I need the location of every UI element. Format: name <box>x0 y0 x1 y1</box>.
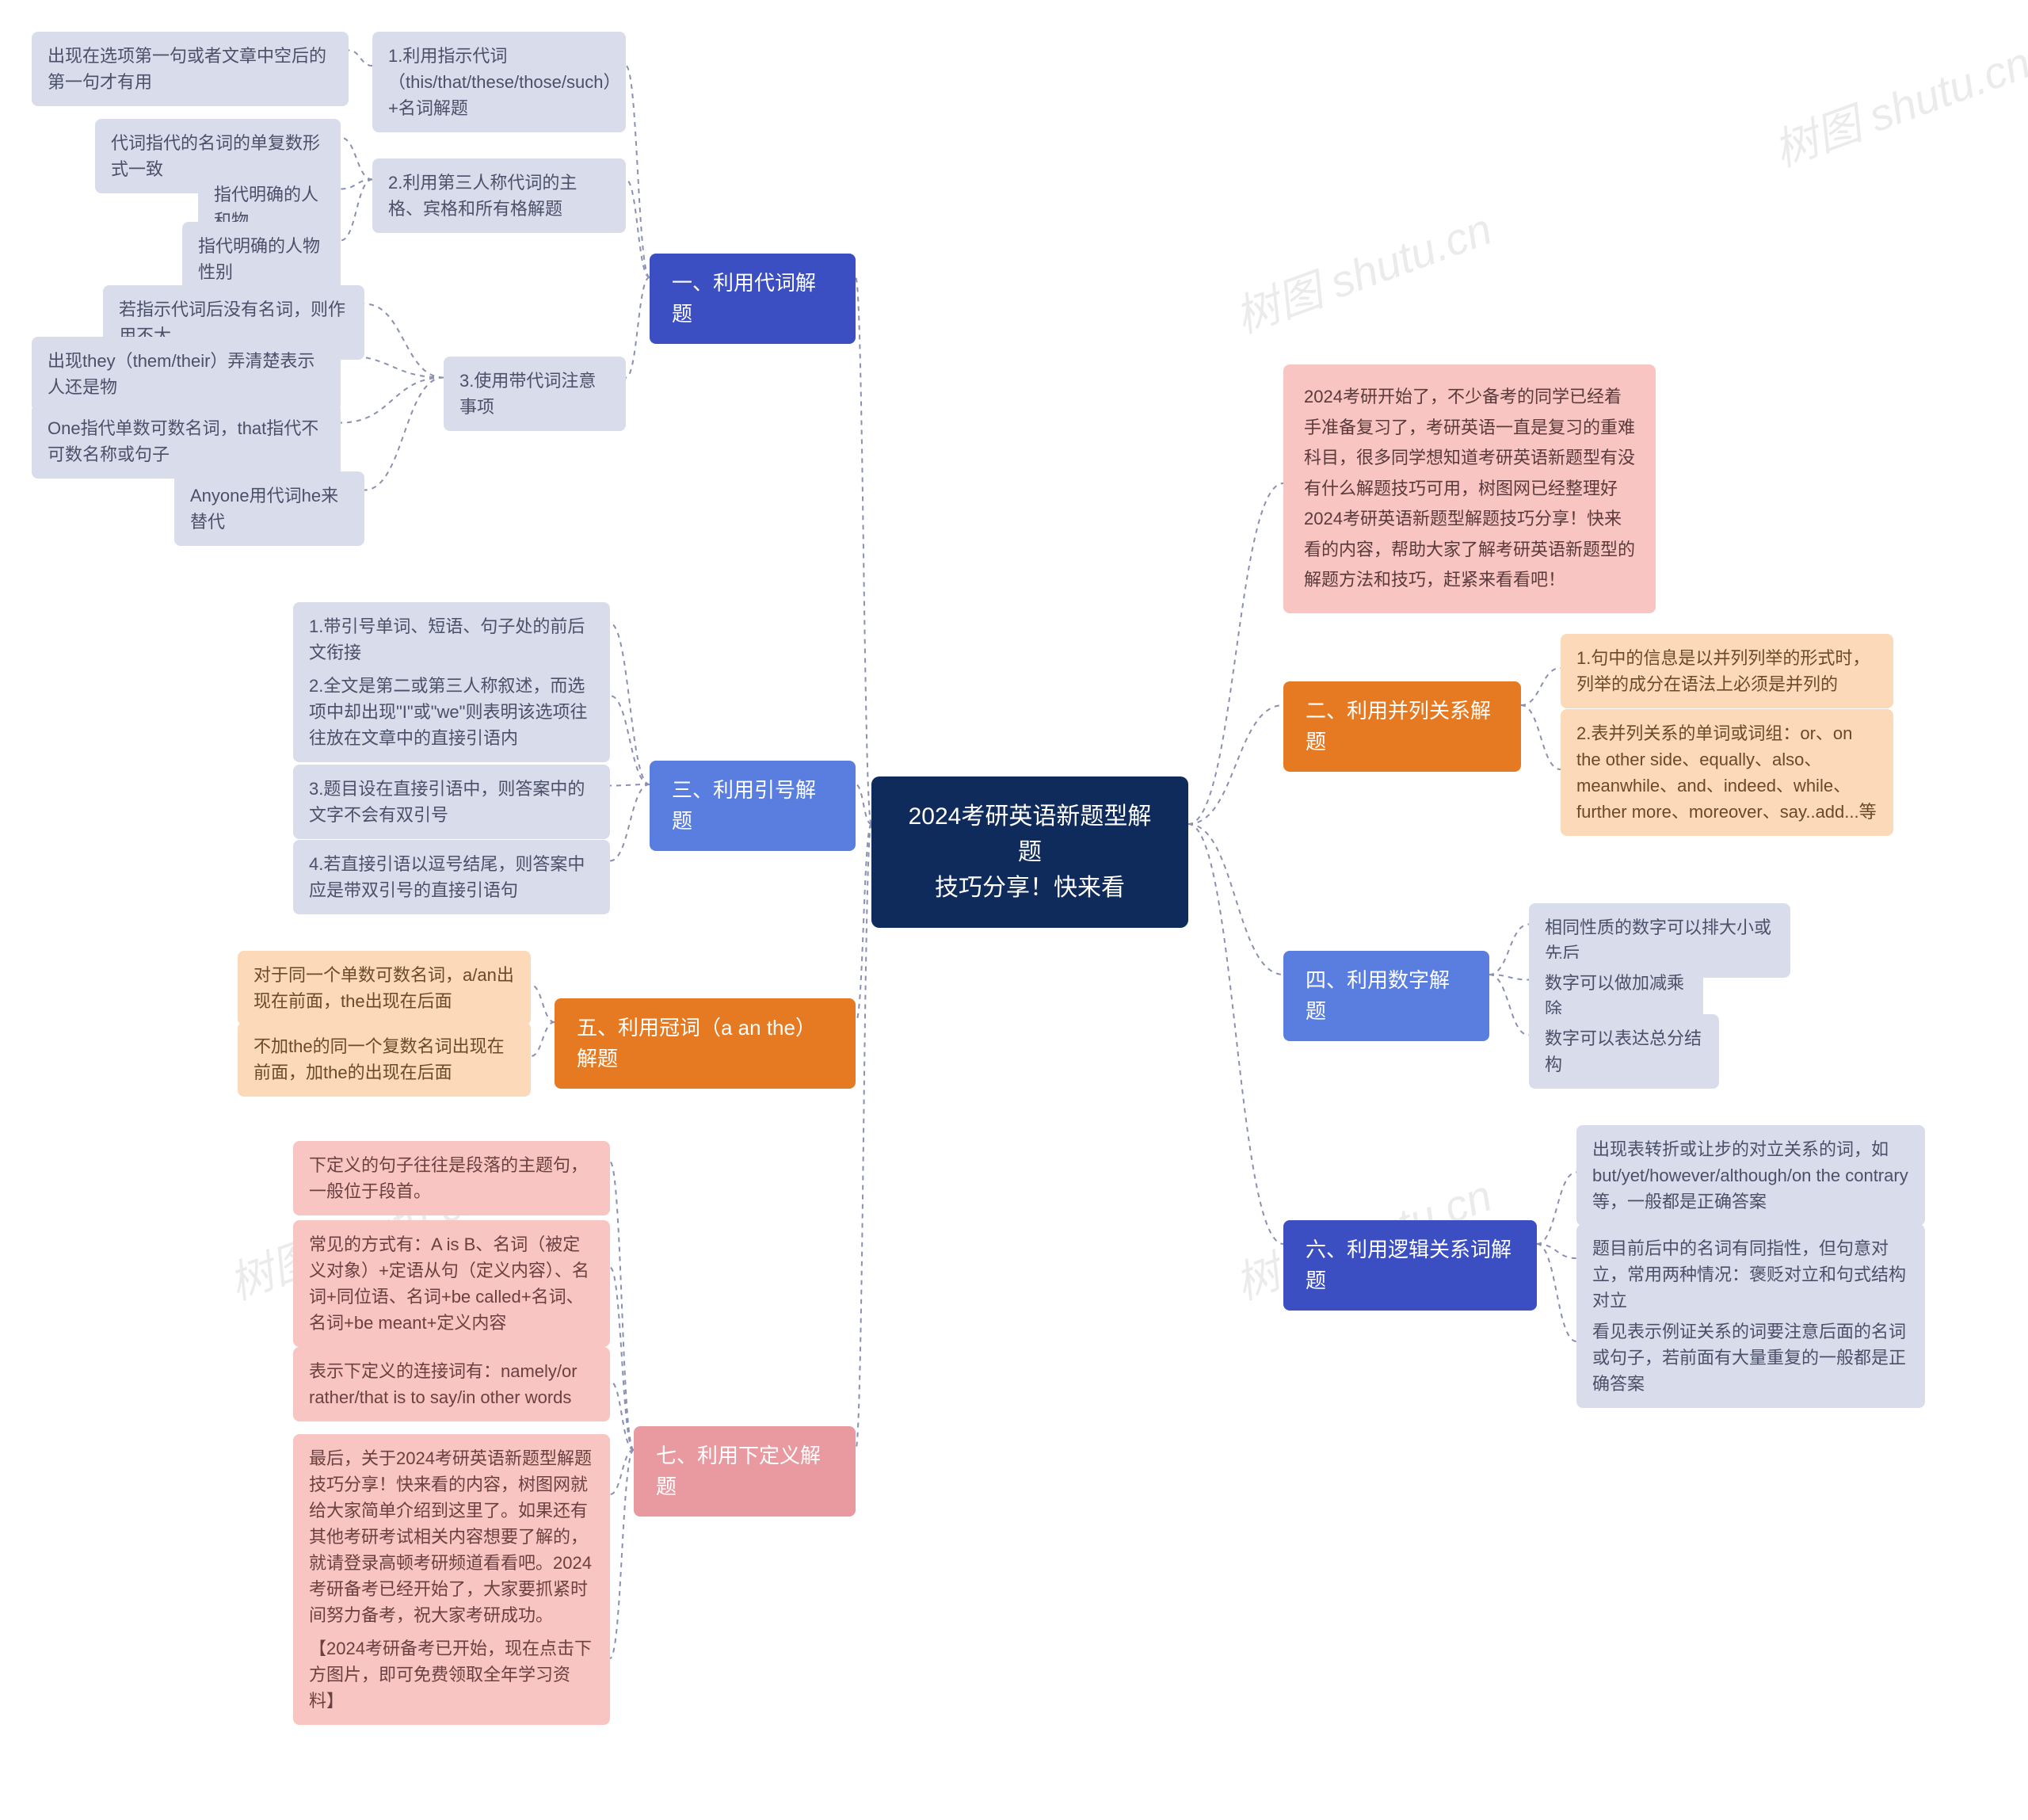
branch-b7: 七、利用下定义解题 <box>634 1426 856 1517</box>
leaf-node: 出现表转折或让步的对立关系的词，如but/yet/however/althoug… <box>1576 1125 1925 1226</box>
leaf-node: Anyone用代词he来替代 <box>174 471 364 546</box>
root-node: 2024考研英语新题型解题技巧分享！快来看 <box>871 776 1188 928</box>
branch-b2: 二、利用并列关系解题 <box>1283 681 1521 772</box>
leaf-node: 数字可以表达总分结构 <box>1529 1014 1719 1089</box>
leaf-node: 2.表并列关系的单词或词组：or、on the other side、equal… <box>1561 709 1893 836</box>
leaf-node: 下定义的句子往往是段落的主题句，一般位于段首。 <box>293 1141 610 1215</box>
leaf-node: 不加the的同一个复数名词出现在前面，加the的出现在后面 <box>238 1022 531 1097</box>
leaf-node: One指代单数可数名词，that指代不可数名称或句子 <box>32 404 341 479</box>
leaf-node: 对于同一个单数可数名词，a/an出现在前面，the出现在后面 <box>238 951 531 1025</box>
leaf-node: 出现在选项第一句或者文章中空后的第一句才有用 <box>32 32 349 106</box>
leaf-node: 【2024考研备考已开始，现在点击下方图片，即可免费领取全年学习资料】 <box>293 1624 610 1725</box>
leaf-node: 表示下定义的连接词有：namely/or rather/that is to s… <box>293 1347 610 1421</box>
leaf-node: 4.若直接引语以逗号结尾，则答案中应是带双引号的直接引语句 <box>293 840 610 914</box>
branch-b5: 五、利用冠词（a an the）解题 <box>555 998 856 1089</box>
branch-b1: 一、利用代词解题 <box>650 254 856 344</box>
leaf-node: 看见表示例证关系的词要注意后面的名词或句子，若前面有大量重复的一般都是正确答案 <box>1576 1307 1925 1408</box>
leaf-node: 2.利用第三人称代词的主格、宾格和所有格解题 <box>372 158 626 233</box>
leaf-node: 出现they（them/their）弄清楚表示人还是物 <box>32 337 341 411</box>
leaf-node: 3.题目设在直接引语中，则答案中的文字不会有双引号 <box>293 765 610 839</box>
branch-b4: 四、利用数字解题 <box>1283 951 1489 1041</box>
leaf-node: 1.句中的信息是以并列列举的形式时，列举的成分在语法上必须是并列的 <box>1561 634 1893 708</box>
leaf-node: 1.利用指示代词（this/that/these/those/such）+名词解… <box>372 32 626 132</box>
branch-b3: 三、利用引号解题 <box>650 761 856 851</box>
watermark: 树图 shutu.cn <box>1763 27 2028 179</box>
intro-box: 2024考研开始了，不少备考的同学已经着手准备复习了，考研英语一直是复习的重难科… <box>1283 364 1656 613</box>
branch-b6: 六、利用逻辑关系词解题 <box>1283 1220 1537 1311</box>
leaf-node: 2.全文是第二或第三人称叙述，而选项中却出现"I"或"we"则表明该选项往往放在… <box>293 662 610 762</box>
leaf-node: 3.使用带代词注意事项 <box>444 357 626 431</box>
watermark: 树图 shutu.cn <box>1225 193 1500 345</box>
leaf-node: 常见的方式有：A is B、名词（被定义对象）+定语从句（定义内容）、名词+同位… <box>293 1220 610 1347</box>
leaf-node: 最后，关于2024考研英语新题型解题技巧分享！快来看的内容，树图网就给大家简单介… <box>293 1434 610 1639</box>
